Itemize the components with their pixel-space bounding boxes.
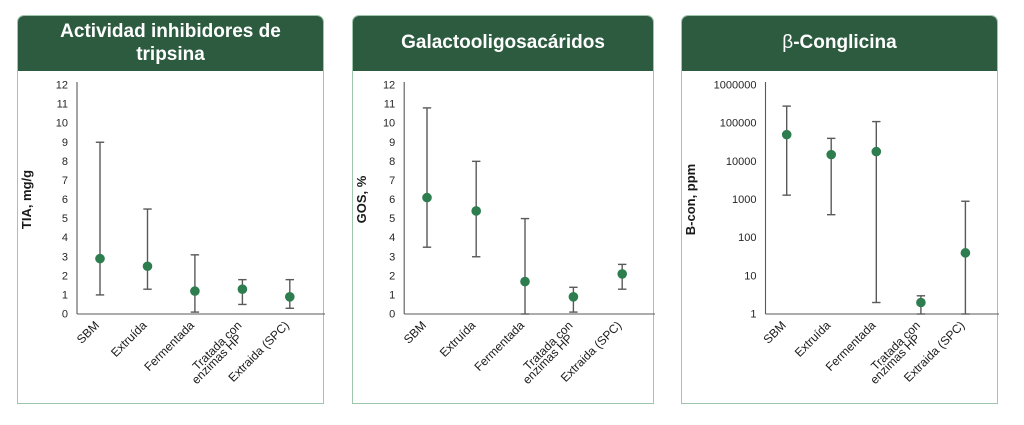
svg-text:7: 7	[62, 175, 68, 187]
svg-text:8: 8	[62, 156, 68, 168]
svg-text:100: 100	[738, 232, 756, 244]
svg-text:100000: 100000	[720, 118, 757, 130]
svg-text:TIA, mg/g: TIA, mg/g	[19, 170, 34, 229]
svg-text:0: 0	[62, 309, 68, 321]
svg-text:8: 8	[389, 156, 395, 168]
svg-text:SBM: SBM	[401, 318, 429, 346]
svg-text:1: 1	[750, 309, 756, 321]
svg-text:10: 10	[56, 118, 68, 130]
svg-text:1000000: 1000000	[714, 80, 757, 92]
svg-text:9: 9	[62, 137, 68, 149]
svg-text:6: 6	[389, 194, 395, 206]
svg-text:7: 7	[389, 175, 395, 187]
svg-text:3: 3	[62, 251, 68, 263]
svg-text:2: 2	[389, 270, 395, 282]
svg-text:4: 4	[62, 232, 68, 244]
svg-text:6: 6	[62, 194, 68, 206]
svg-text:GOS, %: GOS, %	[354, 175, 369, 223]
svg-text:1000: 1000	[732, 194, 756, 206]
svg-text:B-con, ppm: B-con, ppm	[683, 164, 698, 236]
svg-text:11: 11	[57, 99, 68, 111]
svg-text:11: 11	[384, 99, 395, 111]
svg-text:0: 0	[389, 309, 395, 321]
svg-text:2: 2	[62, 270, 68, 282]
svg-text:12: 12	[56, 80, 68, 92]
svg-text:10: 10	[383, 118, 395, 130]
svg-text:Fermentada: Fermentada	[471, 318, 527, 374]
svg-text:5: 5	[389, 213, 395, 225]
svg-text:3: 3	[389, 251, 395, 263]
svg-text:10: 10	[744, 270, 756, 282]
svg-text:Extruída: Extruída	[437, 318, 479, 360]
svg-text:12: 12	[383, 80, 395, 92]
svg-text:10000: 10000	[726, 156, 757, 168]
svg-text:1: 1	[62, 289, 68, 301]
svg-text:Extruída: Extruída	[792, 318, 834, 360]
svg-text:SBM: SBM	[74, 318, 102, 346]
svg-text:Extruída: Extruída	[108, 318, 150, 360]
svg-text:9: 9	[389, 137, 395, 149]
svg-text:4: 4	[389, 232, 395, 244]
svg-text:1: 1	[389, 289, 395, 301]
svg-text:5: 5	[62, 213, 68, 225]
svg-text:SBM: SBM	[761, 318, 789, 346]
svg-text:Fermentada: Fermentada	[141, 318, 197, 374]
